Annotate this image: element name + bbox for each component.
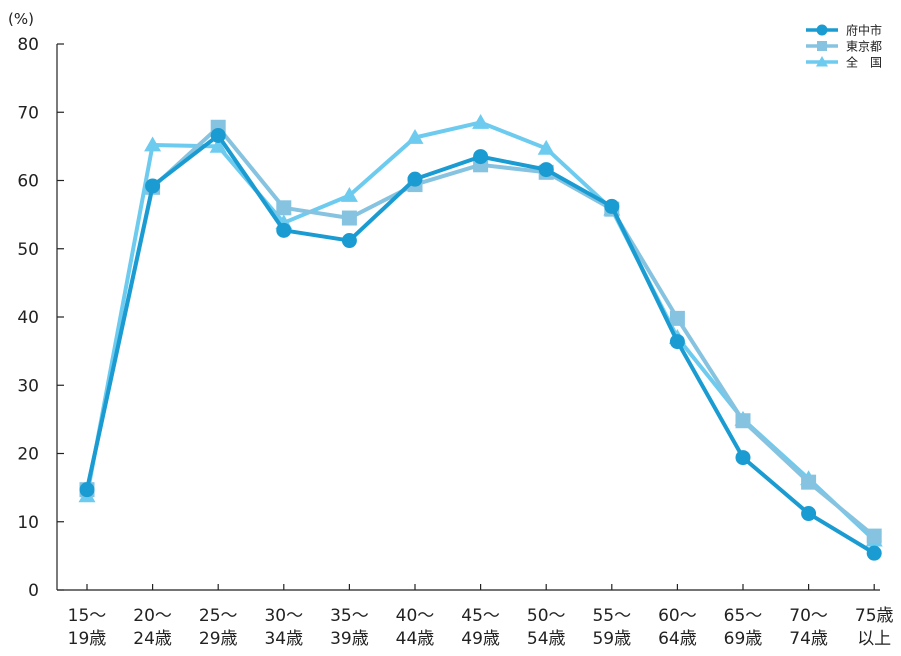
x-tick-label-line2: 以上 <box>857 629 891 649</box>
legend-label: 全 国 <box>846 55 882 70</box>
x-tick-label-line1: 20〜 <box>133 606 172 626</box>
legend-marker <box>817 41 827 51</box>
data-point <box>604 198 620 214</box>
y-tick-label: 10 <box>17 513 39 533</box>
series-0 <box>78 113 883 547</box>
y-tick-label: 80 <box>17 35 39 55</box>
data-point <box>276 200 292 216</box>
y-tick-label: 70 <box>17 103 39 123</box>
x-tick-label-line1: 65〜 <box>724 606 763 626</box>
data-point <box>209 137 227 153</box>
data-point <box>669 334 685 350</box>
data-point <box>145 178 161 194</box>
data-point <box>735 450 751 466</box>
y-tick-label: 40 <box>17 308 39 328</box>
x-tick-label-line2: 19歳 <box>68 629 107 649</box>
data-point <box>866 545 882 561</box>
series-2 <box>79 127 882 561</box>
x-tick-label-line1: 70〜 <box>789 606 828 626</box>
x-tick-label-line2: 59歳 <box>592 629 631 649</box>
legend-item: 府中市 <box>806 23 882 38</box>
x-axis: 15〜 19歳 20〜 24歳 25〜 29歳 30〜 34歳 35〜 39歳 40〜 44歳 45〜 4… <box>57 584 894 649</box>
series-1 <box>79 119 882 544</box>
x-tick-label-line1: 60〜 <box>658 606 697 626</box>
data-point <box>669 310 685 326</box>
data-point <box>340 187 358 202</box>
y-tick-label: 30 <box>17 376 39 396</box>
data-point <box>406 129 424 144</box>
y-tick-label: 0 <box>28 581 39 601</box>
legend-marker <box>816 24 828 36</box>
data-point <box>144 136 162 152</box>
data-point <box>735 413 751 429</box>
x-tick-label-line1: 55〜 <box>592 606 631 626</box>
x-tick-label-line1: 40〜 <box>396 606 435 626</box>
data-point <box>210 127 226 143</box>
x-tick-label-line1: 30〜 <box>264 606 303 626</box>
x-tick-label-line2: 34歳 <box>264 629 303 649</box>
data-point <box>341 233 357 249</box>
data-point <box>537 139 555 155</box>
legend-item: 東京都 <box>806 40 882 54</box>
data-point <box>341 210 357 226</box>
data-point <box>801 506 817 522</box>
y-tick-label: 50 <box>17 240 39 260</box>
x-tick-label-line2: 24歳 <box>133 629 172 649</box>
x-tick-label-line1: 25〜 <box>199 606 238 626</box>
data-point <box>407 171 423 187</box>
y-tick-label: 60 <box>17 172 39 192</box>
series-line <box>85 125 876 538</box>
x-tick-label-line2: 39歳 <box>330 629 369 649</box>
data-point <box>276 222 292 238</box>
data-point <box>866 528 882 544</box>
data-point <box>801 474 817 490</box>
x-tick-label-line2: 49歳 <box>461 629 500 649</box>
data-point <box>538 162 554 178</box>
legend-marker <box>816 56 828 67</box>
x-tick-label-line2: 29歳 <box>199 629 238 649</box>
x-tick-label-line1: 45〜 <box>461 606 500 626</box>
series-line <box>85 133 876 555</box>
data-point <box>473 149 489 165</box>
y-unit-label: (%) <box>8 10 34 28</box>
legend-label: 府中市 <box>846 23 882 38</box>
x-tick-label-line1: 50〜 <box>527 606 566 626</box>
series-line <box>85 120 876 542</box>
x-tick-label-line2: 74歳 <box>789 629 828 649</box>
data-point <box>79 482 95 498</box>
x-tick-label-line1: 35〜 <box>330 606 369 626</box>
x-tick-label-line2: 54歳 <box>527 629 566 649</box>
y-axis: 0 10 20 30 40 50 60 70 80 <box>17 35 64 601</box>
y-tick-label: 20 <box>17 445 39 465</box>
x-tick-label-line2: 44歳 <box>396 629 435 649</box>
series-layer <box>78 113 883 561</box>
legend-label: 東京都 <box>846 40 882 54</box>
data-point <box>472 113 490 129</box>
x-tick-label-line1: 75歳 <box>855 606 894 626</box>
x-tick-label-line1: 15〜 <box>68 606 107 626</box>
legend-item: 全 国 <box>806 55 882 70</box>
x-tick-label-line2: 69歳 <box>724 629 763 649</box>
x-tick-label-line2: 64歳 <box>658 629 697 649</box>
